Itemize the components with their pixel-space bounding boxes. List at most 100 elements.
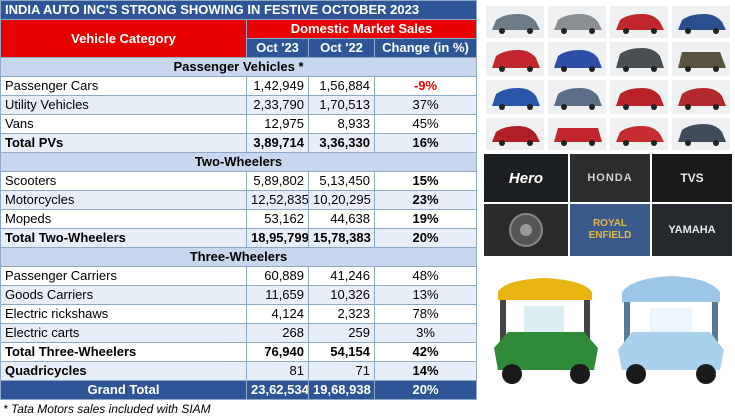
table-row: Vans 12,975 8,933 45%: [0, 114, 478, 134]
engine-icon: [509, 213, 543, 247]
cell-oct-22: 5,13,450: [308, 171, 375, 191]
cell-oct-23: 23,62,534: [246, 380, 309, 400]
cell-oct-23: 4,124: [246, 304, 309, 324]
cell-change: 37%: [373, 95, 478, 115]
cell-oct-22: 71: [308, 361, 375, 381]
rickshaw-icon: [494, 278, 598, 384]
cell-change: 78%: [373, 304, 478, 324]
row-label: Passenger Cars: [0, 76, 247, 96]
title-row: INDIA AUTO INC'S STRONG SHOWING IN FESTI…: [0, 0, 478, 20]
row-label: Electric rickshaws: [0, 304, 247, 324]
row-label: Total Three-Wheelers: [0, 342, 247, 362]
header-row-1: Vehicle Category Domestic Market Sales: [0, 19, 478, 58]
row-label: Total Two-Wheelers: [0, 228, 247, 248]
auto-rickshaw-green-image: [484, 262, 608, 396]
cell-change: 48%: [373, 266, 478, 286]
table-row: Passenger Carriers 60,889 41,246 48%: [0, 266, 478, 286]
table-row: Electric carts 268 259 3%: [0, 323, 478, 343]
row-label: Grand Total: [0, 380, 247, 400]
cell-oct-23: 12,52,835: [246, 190, 309, 210]
cell-change: 23%: [373, 190, 478, 210]
header-oct-22: Oct '22: [308, 38, 375, 58]
cell-oct-22: 41,246: [308, 266, 375, 286]
vehicle-collage: Hero HONDA TVS ROYAL ENFIELD YAMAHA: [480, 0, 735, 420]
cell-change: 14%: [373, 361, 478, 381]
hero-brand-tile: Hero: [484, 154, 568, 202]
total-row: Total Three-Wheelers 76,940 54,154 42%: [0, 342, 478, 362]
cell-oct-22: 54,154: [308, 342, 375, 362]
yamaha-logo-text: YAMAHA: [668, 224, 716, 236]
cell-oct-22: 8,933: [308, 114, 375, 134]
section-three-wheelers: Three-Wheelers: [0, 247, 478, 267]
sales-table: INDIA AUTO INC'S STRONG SHOWING IN FESTI…: [0, 0, 478, 400]
cell-oct-22: 1,56,884: [308, 76, 375, 96]
cell-oct-22: 259: [308, 323, 375, 343]
cell-oct-23: 81: [246, 361, 309, 381]
header-oct-23: Oct '23: [246, 38, 309, 58]
cell-oct-22: 2,323: [308, 304, 375, 324]
yamaha-brand-tile: YAMAHA: [652, 204, 732, 256]
row-label: Electric carts: [0, 323, 247, 343]
section-row: Three-Wheelers: [0, 247, 478, 267]
honda-brand-tile: HONDA: [570, 154, 650, 202]
header-domestic-sales: Domestic Market Sales: [245, 19, 478, 39]
cell-change: -9%: [373, 76, 478, 96]
row-label: Quadricycles: [0, 361, 247, 381]
table-title: INDIA AUTO INC'S STRONG SHOWING IN FESTI…: [0, 0, 478, 20]
cell-change: 13%: [373, 285, 478, 305]
table-row: Utility Vehicles 2,33,790 1,70,513 37%: [0, 95, 478, 115]
cell-oct-22: 1,70,513: [308, 95, 375, 115]
header-vehicle-category: Vehicle Category: [0, 19, 247, 58]
table-row: Motorcycles 12,52,835 10,20,295 23%: [0, 190, 478, 210]
cell-change: 45%: [373, 114, 478, 134]
royal-enfield-brand-tile: ROYAL ENFIELD: [570, 204, 650, 256]
tvs-logo-text: TVS: [680, 171, 704, 185]
royal-enfield-logo-text: ROYAL ENFIELD: [588, 218, 632, 241]
row-label: Goods Carriers: [0, 285, 247, 305]
table-row: Electric rickshaws 4,124 2,323 78%: [0, 304, 478, 324]
cell-oct-23: 60,889: [246, 266, 309, 286]
cell-oct-23: 18,95,799: [246, 228, 309, 248]
cell-oct-22: 15,78,383: [308, 228, 375, 248]
row-label: Vans: [0, 114, 247, 134]
cell-change: 3%: [373, 323, 478, 343]
total-row: Total PVs 3,89,714 3,36,330 16%: [0, 133, 478, 153]
cell-oct-23: 53,162: [246, 209, 309, 229]
footnote: * Tata Motors sales included with SIAM: [3, 402, 211, 416]
cell-oct-23: 5,89,802: [246, 171, 309, 191]
cell-oct-23: 2,33,790: [246, 95, 309, 115]
cell-oct-23: 11,659: [246, 285, 309, 305]
cell-change: 15%: [373, 171, 478, 191]
cell-oct-22: 19,68,938: [308, 380, 375, 400]
section-row: Passenger Vehicles *: [0, 57, 478, 77]
table-row: Quadricycles 81 71 14%: [0, 361, 478, 381]
tvs-brand-tile: TVS: [652, 154, 732, 202]
table-row: Scooters 5,89,802 5,13,450 15%: [0, 171, 478, 191]
section-passenger-vehicles: Passenger Vehicles *: [0, 57, 478, 77]
section-two-wheelers: Two-Wheelers: [0, 152, 478, 172]
row-label: Motorcycles: [0, 190, 247, 210]
table-row: Mopeds 53,162 44,638 19%: [0, 209, 478, 229]
cell-oct-23: 3,89,714: [246, 133, 309, 153]
cell-oct-23: 12,975: [246, 114, 309, 134]
header-change: Change (in %): [373, 38, 478, 58]
cell-change: 20%: [373, 228, 478, 248]
honda-logo-text: HONDA: [587, 172, 633, 184]
car-icons: [486, 6, 730, 150]
row-label: Mopeds: [0, 209, 247, 229]
suzuki-brand-tile: [484, 204, 568, 256]
sales-table-container: INDIA AUTO INC'S STRONG SHOWING IN FESTI…: [0, 0, 478, 400]
cell-change: 20%: [373, 380, 478, 400]
header-row-2: Oct '23 Oct '22 Change (in %): [1, 38, 478, 58]
total-row: Total Two-Wheelers 18,95,799 15,78,383 2…: [0, 228, 478, 248]
rickshaw-icon: [618, 276, 724, 384]
table-row: Goods Carriers 11,659 10,326 13%: [0, 285, 478, 305]
hero-logo-text: Hero: [508, 169, 544, 187]
cell-oct-23: 76,940: [246, 342, 309, 362]
row-label: Total PVs: [0, 133, 247, 153]
cell-change: 16%: [373, 133, 478, 153]
row-label: Passenger Carriers: [0, 266, 247, 286]
cell-change: 42%: [373, 342, 478, 362]
cell-oct-22: 44,638: [308, 209, 375, 229]
cell-oct-22: 3,36,330: [308, 133, 375, 153]
